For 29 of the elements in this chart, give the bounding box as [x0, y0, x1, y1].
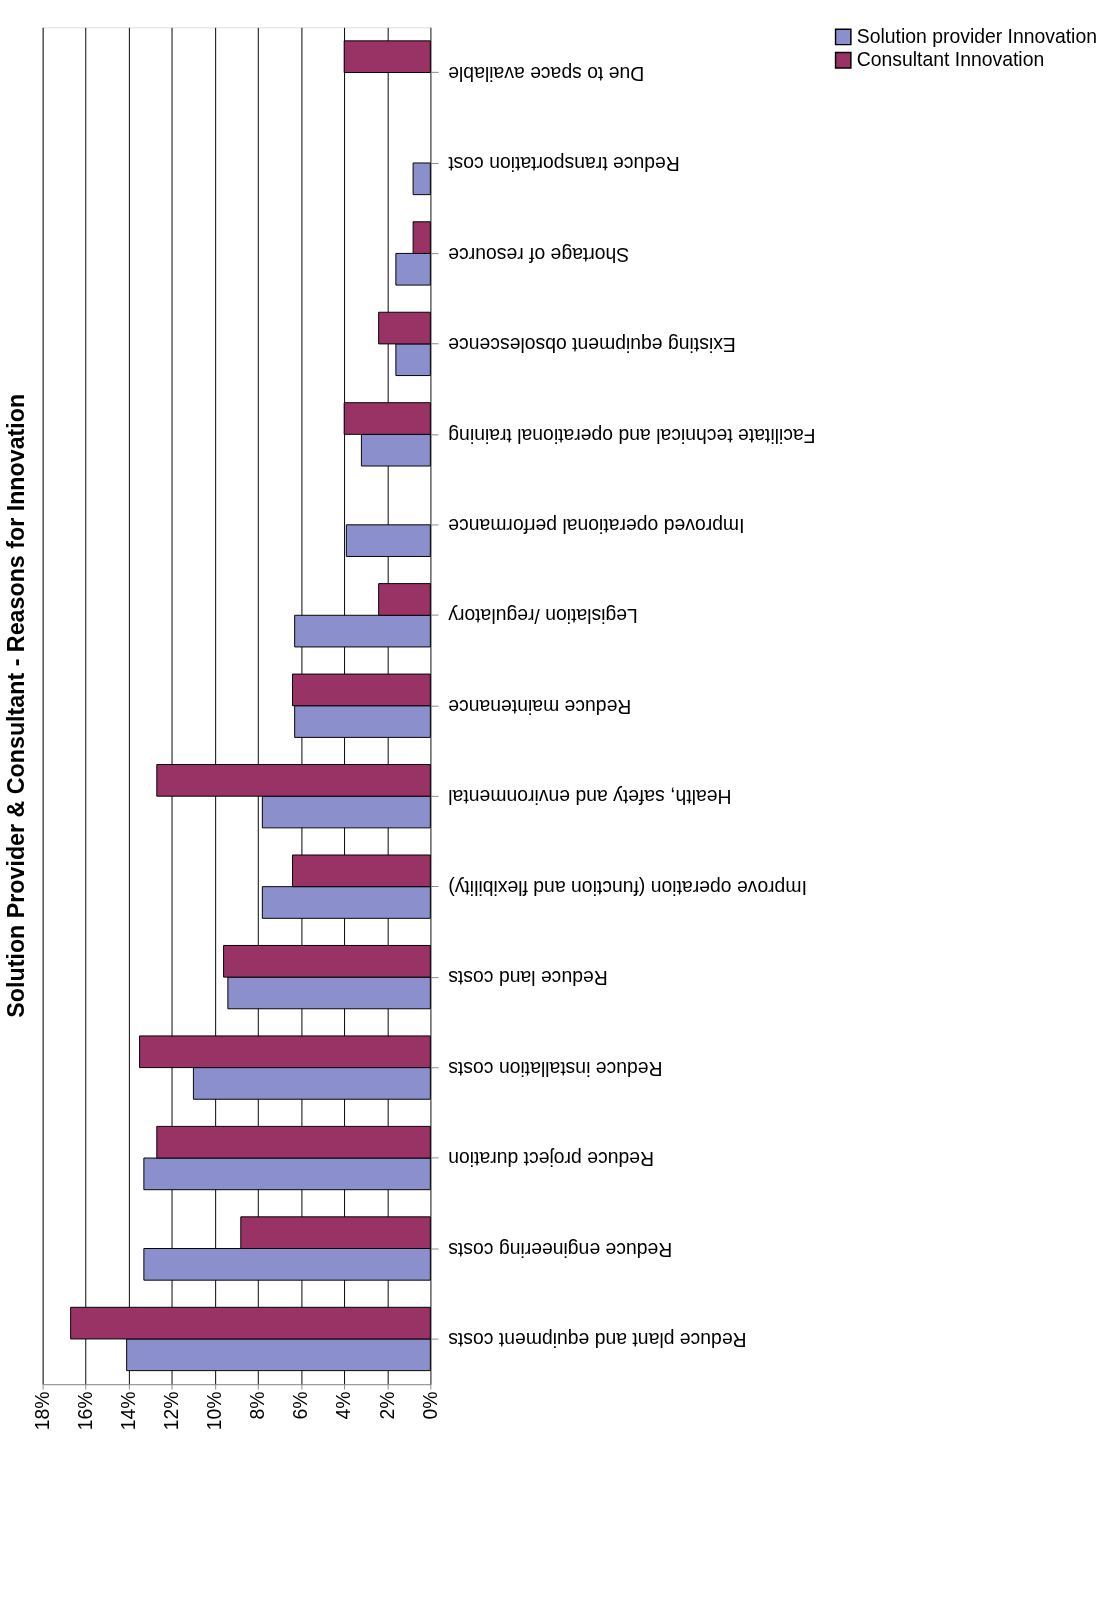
y-tick-label: Reduce project duration	[448, 1148, 654, 1171]
x-tick-label: 16%	[74, 1391, 97, 1431]
x-tick-label: 12%	[160, 1391, 183, 1431]
x-tick-label: 0%	[418, 1391, 441, 1420]
bar	[412, 162, 431, 196]
y-tick-label: Health, safety and environmental	[448, 786, 732, 809]
y-tick-label: Facilitate technical and operational training	[448, 424, 816, 447]
x-tick-label: 2%	[375, 1391, 398, 1420]
y-tick-label: Reduce maintenance	[448, 695, 632, 718]
x-tick-label: 8%	[246, 1391, 269, 1420]
x-tick-label: 18%	[30, 1391, 53, 1431]
y-tick-label: Reduce land costs	[448, 967, 608, 990]
x-tick-label: 6%	[289, 1391, 312, 1420]
x-tick-label: 4%	[332, 1391, 355, 1420]
x-tick-label: 14%	[117, 1391, 140, 1431]
y-tick-label: Reduce transportation cost	[447, 153, 680, 176]
y-tick-label: Improved operational performance	[448, 515, 745, 537]
y-tick-label: Shortage of resource	[448, 243, 630, 266]
legend-label: Consultant Innovation	[856, 48, 1045, 71]
text: Solution Provider & Consultant - Reasons for Innovation	[3, 393, 30, 1018]
y-tick-label: Legislation /regulatory	[447, 605, 638, 628]
y-tick-label: Reduce plant and equipment costs	[448, 1329, 747, 1352]
y-tick-label: Due to space available	[448, 62, 645, 85]
y-tick-label: Reduce installation costs	[448, 1057, 663, 1080]
y-tick-label: Reduce engineering costs	[448, 1238, 673, 1261]
y-tick-label: Existing equipment obsolescence	[448, 334, 736, 357]
x-tick-label: 10%	[203, 1391, 226, 1431]
y-tick-label: Improve operation (function and flexibility)	[448, 876, 807, 899]
legend-label: Solution provider Innovation	[856, 24, 1097, 47]
